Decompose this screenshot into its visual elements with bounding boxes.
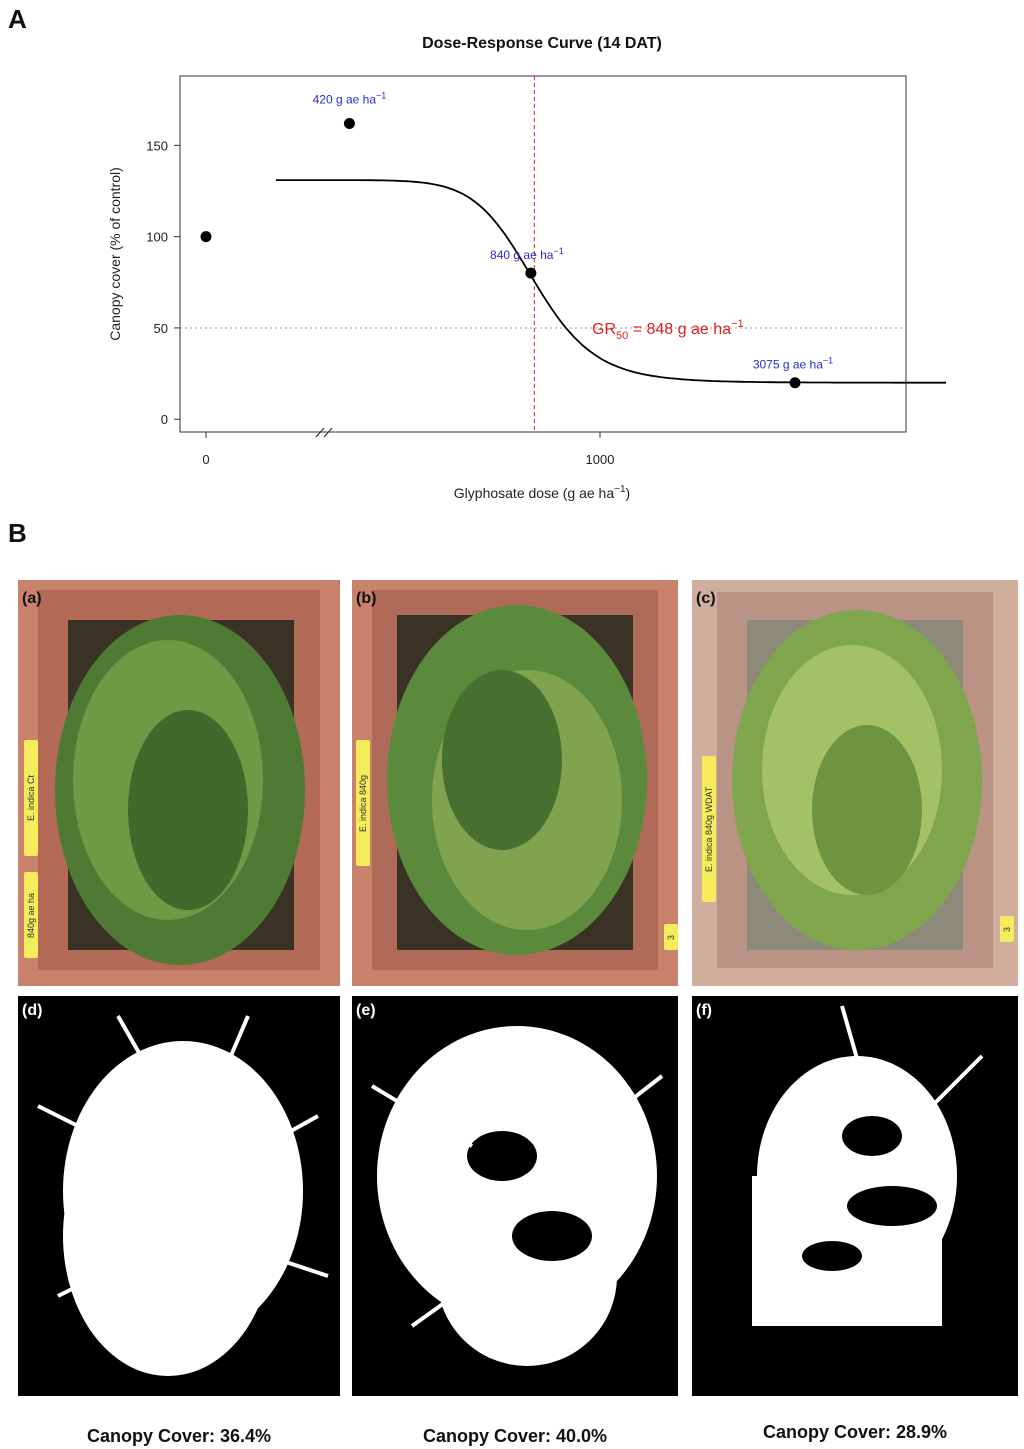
gr50-prefix: GR [592, 321, 616, 338]
y-axis-label: Canopy cover (% of control) [107, 167, 123, 341]
x-axis-label: Glyphosate dose (g ae ha−1) [454, 484, 630, 501]
photo-a [18, 580, 340, 986]
point-label-sup: −1 [823, 356, 833, 366]
x-axis-label-text: Glyphosate dose (g ae ha [454, 485, 615, 501]
mask-d-label: (d) [22, 1002, 42, 1020]
y-tick-label: 50 [154, 321, 168, 336]
mask-e-caption: Canopy Cover: 40.0% [350, 1426, 680, 1447]
chart-title: Dose-Response Curve (14 DAT) [422, 35, 662, 52]
x-axis-label-sup: −1 [614, 484, 626, 495]
chart-svg: Dose-Response Curve (14 DAT) 0 50 100 150 0 1… [80, 0, 946, 525]
photo-c [692, 580, 1018, 986]
mask-d-caption: Canopy Cover: 36.4% [14, 1426, 344, 1447]
photo-b-tag-2: 3 [664, 924, 678, 950]
photo-c-tag-1: E. indica 840g WDAT [702, 756, 716, 902]
gr50-annotation: GR50 = 848 g ae ha−1 [592, 318, 744, 342]
point-label-text: 420 g ae ha [313, 92, 377, 106]
y-tick-label: 150 [146, 138, 168, 153]
point-label-text: 840 g ae ha [490, 248, 554, 262]
photo-c-label: (c) [696, 590, 716, 608]
x-tick-label: 1000 [586, 452, 615, 467]
mask-f [692, 996, 1018, 1396]
data-point [201, 231, 212, 242]
photo-b-label: (b) [356, 590, 376, 608]
photo-b-tag-1: E. indica 840g [356, 740, 370, 866]
y-tick-label: 100 [146, 230, 168, 245]
point-label-sup: −1 [376, 90, 386, 100]
data-point [790, 377, 801, 388]
mask-d [18, 996, 340, 1396]
fitted-curve [276, 180, 946, 383]
dose-response-chart: Dose-Response Curve (14 DAT) 0 50 100 150 0 1… [80, 0, 946, 525]
mask-e [352, 996, 678, 1396]
point-label-text: 3075 g ae ha [753, 358, 823, 372]
panel-letter-a: A [8, 4, 27, 35]
data-point [344, 118, 355, 129]
mask-f-label: (f) [696, 1002, 712, 1020]
data-point [525, 268, 536, 279]
photo-c-tag-2: 3 [1000, 916, 1014, 942]
point-label: 840 g ae ha−1 [490, 246, 564, 262]
photo-a-tag-2: 840g ae ha [24, 872, 38, 958]
x-tick-label: 0 [202, 452, 209, 467]
point-label: 420 g ae ha−1 [313, 90, 387, 106]
point-label: 3075 g ae ha−1 [753, 356, 833, 372]
photo-b [352, 580, 678, 986]
y-tick-label: 0 [161, 412, 168, 427]
gr50-sub: 50 [616, 330, 628, 342]
photo-a-tag-1: E. indica Ct [24, 740, 38, 856]
mask-f-caption: Canopy Cover: 28.9% [690, 1422, 1020, 1443]
photo-a-label: (a) [22, 590, 42, 608]
point-label-sup: −1 [553, 246, 563, 256]
gr50-text: = 848 g ae ha [628, 321, 731, 338]
gr50-sup: −1 [731, 318, 744, 330]
panel-letter-b: B [8, 518, 27, 549]
x-axis-label-close: ) [626, 485, 631, 501]
mask-e-label: (e) [356, 1002, 376, 1020]
